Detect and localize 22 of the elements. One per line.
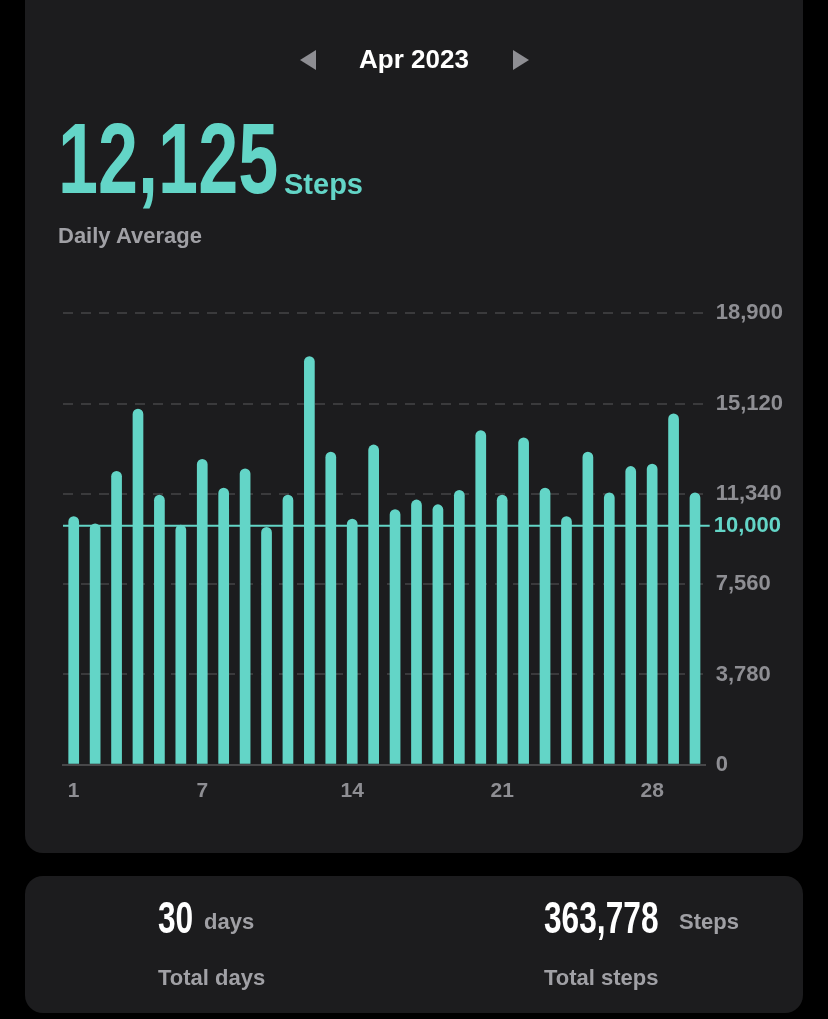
x-tick-label: 7	[196, 778, 209, 802]
y-tick-label: 15,120	[715, 389, 784, 415]
y-tick-label: 7,560	[715, 570, 771, 596]
text: Daily Average	[58, 223, 202, 248]
text: days	[204, 909, 255, 934]
text: Steps	[679, 909, 739, 934]
x-tick-label: 14	[340, 778, 365, 802]
y-tick-label: 0	[715, 750, 728, 776]
text: 12,125	[58, 102, 279, 214]
text: 30	[158, 893, 194, 942]
text: Total days	[158, 965, 266, 990]
x-tick-label: 28	[640, 778, 665, 802]
y-tick-label: 3,780	[715, 660, 771, 686]
text: 363,778	[544, 893, 659, 942]
y-tick-label: 18,900	[715, 299, 784, 325]
ref-line-label: 10,000	[713, 511, 782, 537]
text: Steps	[284, 168, 363, 200]
x-tick-label: 21	[490, 778, 515, 802]
x-tick-label: 1	[67, 778, 80, 802]
text: Total steps	[544, 965, 659, 990]
chart-title: Apr 2023	[358, 44, 470, 75]
y-tick-label: 11,340	[715, 479, 782, 505]
